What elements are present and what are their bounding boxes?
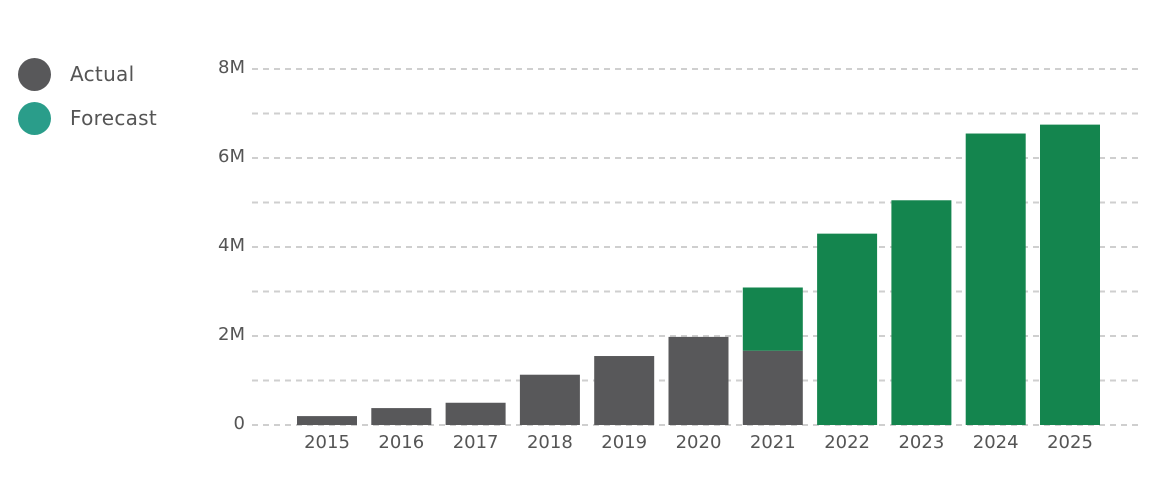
- x-tick-label: 2024: [973, 432, 1019, 453]
- y-tick-label: 4M: [218, 235, 245, 256]
- x-tick-label: 2020: [676, 432, 722, 453]
- bar-forecast-2025: [1040, 124, 1100, 425]
- bar-forecast-2021: [742, 287, 803, 351]
- y-tick-label: 2M: [218, 324, 245, 345]
- bar-forecast-2023: [891, 200, 952, 425]
- bar-actual-2018: [519, 374, 580, 425]
- bar-actual-2017: [445, 402, 506, 425]
- legend-item-forecast[interactable]: Forecast: [18, 96, 157, 140]
- x-tick-label: 2015: [304, 432, 350, 453]
- legend-label-actual: Actual: [70, 62, 135, 86]
- x-tick-label: 2016: [378, 432, 424, 453]
- legend-label-forecast: Forecast: [70, 106, 158, 130]
- x-tick-label: 2025: [1047, 432, 1093, 453]
- y-tick-label: 6M: [218, 146, 245, 167]
- bar-actual-2021: [742, 350, 803, 425]
- legend-swatch-actual: [18, 57, 51, 91]
- chart-legend: Actual Forecast: [18, 52, 157, 140]
- legend-swatch-forecast: [18, 101, 51, 135]
- bar-actual-2019: [594, 356, 655, 425]
- bar-actual-2015: [297, 416, 357, 425]
- x-tick-label: 2017: [453, 432, 499, 453]
- bar-actual-2020: [668, 336, 729, 425]
- y-tick-label: 8M: [218, 57, 245, 78]
- legend-item-actual[interactable]: Actual: [18, 52, 157, 96]
- x-tick-label: 2021: [750, 432, 796, 453]
- x-tick-label: 2022: [824, 432, 870, 453]
- y-tick-label: 0: [234, 413, 245, 434]
- x-tick-label: 2023: [898, 432, 944, 453]
- bar-actual-2016: [371, 408, 432, 425]
- x-tick-label: 2018: [527, 432, 573, 453]
- bar-forecast-2022: [817, 233, 878, 425]
- x-tick-label: 2019: [601, 432, 647, 453]
- bar-forecast-2024: [965, 133, 1026, 425]
